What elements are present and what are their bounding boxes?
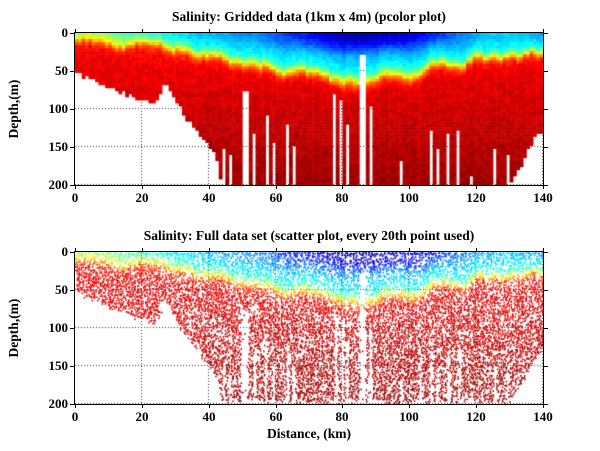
x-tick-label: 60 — [269, 190, 283, 205]
x-tick-mark — [276, 186, 277, 189]
x-tick-mark — [75, 29, 76, 32]
x-axis-label: Distance, (km) — [267, 426, 351, 441]
y-tick-label: 200 — [48, 396, 69, 411]
x-tick-mark — [276, 248, 277, 251]
x-tick-mark — [409, 248, 410, 251]
x-tick-label: 20 — [135, 190, 149, 205]
x-tick-label: 40 — [202, 409, 216, 424]
y-tick-label: 150 — [48, 358, 69, 373]
scatter-axes-box — [74, 251, 544, 405]
pcolor-axes-box — [74, 32, 544, 186]
x-tick-mark — [142, 29, 143, 32]
x-tick-mark — [409, 405, 410, 408]
x-tick-mark — [543, 29, 544, 32]
x-tick-label: 0 — [71, 409, 79, 424]
x-tick-label: 80 — [335, 190, 349, 205]
x-tick-label: 80 — [335, 409, 349, 424]
y-tick-mark — [544, 404, 548, 405]
x-tick-mark — [75, 405, 76, 408]
x-tick-label: 60 — [269, 409, 283, 424]
x-tick-label: 120 — [466, 190, 486, 205]
y-tick-mark — [70, 252, 74, 253]
y-tick-mark — [70, 404, 74, 405]
y-tick-label: 200 — [48, 177, 69, 192]
x-tick-label: 120 — [466, 409, 486, 424]
y-tick-mark — [70, 33, 74, 34]
y-tick-mark — [70, 71, 74, 72]
y-tick-label: 0 — [61, 244, 69, 259]
x-tick-label: 100 — [399, 190, 419, 205]
x-tick-mark — [476, 29, 477, 32]
y-tick-mark — [544, 290, 548, 291]
x-tick-mark — [276, 405, 277, 408]
y-tick-mark — [544, 71, 548, 72]
x-tick-label: 0 — [71, 190, 79, 205]
pcolor-plot-canvas — [75, 33, 543, 185]
x-tick-label: 100 — [399, 409, 419, 424]
x-tick-mark — [476, 405, 477, 408]
y-tick-label: 100 — [48, 320, 69, 335]
y-tick-mark — [70, 290, 74, 291]
x-tick-mark — [342, 248, 343, 251]
scatter-plot-canvas — [75, 252, 543, 404]
x-tick-label: 40 — [202, 190, 216, 205]
x-tick-mark — [476, 248, 477, 251]
y-tick-mark — [70, 366, 74, 367]
pcolor-y-axis-label: Depth,(m) — [6, 79, 21, 139]
y-tick-mark — [70, 147, 74, 148]
y-tick-mark — [544, 252, 548, 253]
x-tick-mark — [142, 405, 143, 408]
x-tick-mark — [543, 248, 544, 251]
x-tick-mark — [142, 186, 143, 189]
x-tick-mark — [209, 405, 210, 408]
x-tick-mark — [75, 186, 76, 189]
y-tick-mark — [544, 366, 548, 367]
y-tick-mark — [544, 328, 548, 329]
y-tick-label: 150 — [48, 139, 69, 154]
x-tick-mark — [209, 186, 210, 189]
x-tick-label: 140 — [533, 409, 553, 424]
x-tick-mark — [342, 29, 343, 32]
scatter-y-axis-label: Depth,(m) — [6, 298, 21, 358]
scatter-plot-title: Salinity: Full data set (scatter plot, e… — [143, 228, 475, 243]
x-tick-mark — [75, 248, 76, 251]
x-tick-mark — [409, 186, 410, 189]
x-tick-mark — [342, 405, 343, 408]
y-tick-label: 100 — [48, 101, 69, 116]
x-tick-mark — [209, 248, 210, 251]
y-tick-label: 50 — [55, 63, 68, 78]
y-tick-mark — [70, 109, 74, 110]
x-tick-mark — [409, 29, 410, 32]
y-tick-label: 50 — [55, 282, 68, 297]
y-tick-mark — [544, 109, 548, 110]
x-tick-mark — [142, 248, 143, 251]
y-tick-label: 0 — [61, 25, 69, 40]
x-tick-label: 20 — [135, 409, 149, 424]
x-tick-mark — [209, 29, 210, 32]
y-tick-mark — [544, 33, 548, 34]
y-tick-mark — [544, 185, 548, 186]
y-tick-mark — [70, 185, 74, 186]
x-tick-label: 140 — [533, 190, 553, 205]
y-tick-mark — [544, 147, 548, 148]
x-tick-mark — [543, 405, 544, 408]
x-tick-mark — [476, 186, 477, 189]
pcolor-plot-title: Salinity: Gridded data (1km x 4m) (pcolo… — [172, 9, 446, 24]
x-tick-mark — [543, 186, 544, 189]
x-tick-mark — [276, 29, 277, 32]
y-tick-mark — [70, 328, 74, 329]
x-tick-mark — [342, 186, 343, 189]
